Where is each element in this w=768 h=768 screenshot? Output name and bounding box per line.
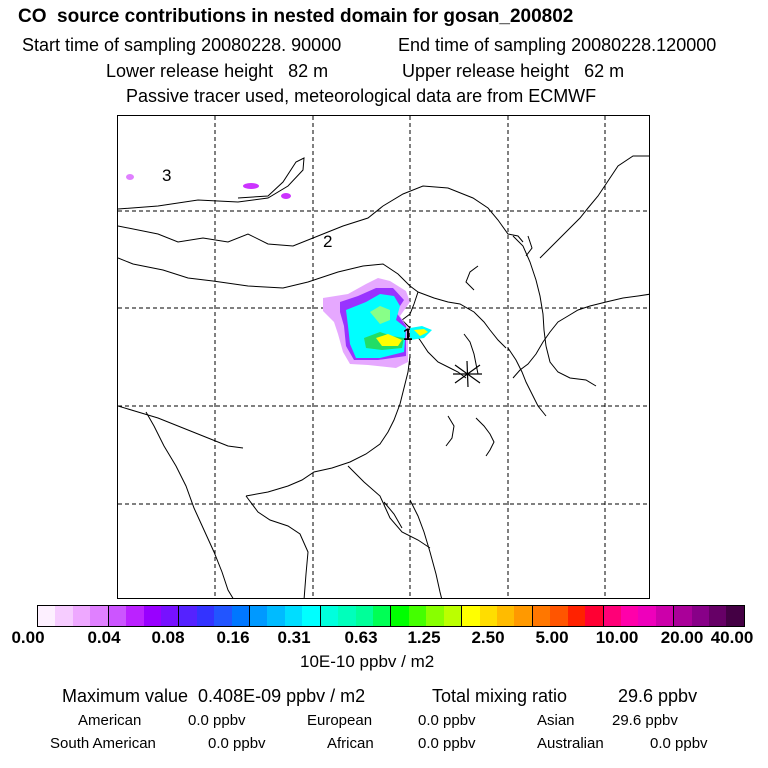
region-label-1: 1 bbox=[403, 325, 412, 344]
colorbar-tick: 40.00 bbox=[710, 628, 754, 647]
region-name-african: African bbox=[327, 735, 374, 752]
colorbar-swatch bbox=[620, 606, 639, 626]
region-value-australian: 0.0 ppbv bbox=[650, 735, 708, 752]
region-value-african: 0.0 ppbv bbox=[418, 735, 476, 752]
colorbar-swatch bbox=[709, 606, 727, 626]
colorbar-tick: 2.50 bbox=[471, 628, 505, 647]
colorbar-swatch bbox=[338, 606, 356, 626]
colorbar-swatch bbox=[443, 606, 463, 626]
colorbar-swatch bbox=[38, 606, 56, 626]
colorbar-swatch bbox=[267, 606, 285, 626]
concentration-plume bbox=[126, 174, 432, 368]
colorbar-swatch bbox=[355, 606, 374, 626]
colorbar-swatch bbox=[691, 606, 710, 626]
map-canvas: 1 2 3 bbox=[118, 116, 649, 598]
colorbar-swatch bbox=[179, 606, 197, 626]
region-value-south-american: 0.0 ppbv bbox=[208, 735, 266, 752]
end-time-label: End time of sampling 20080228.120000 bbox=[398, 35, 717, 55]
colorbar-swatch bbox=[514, 606, 533, 626]
colorbar-swatch bbox=[655, 606, 675, 626]
colorbar-swatch bbox=[426, 606, 444, 626]
region-name-asian: Asian bbox=[537, 712, 575, 729]
colorbar bbox=[37, 605, 745, 627]
region-label-2: 2 bbox=[323, 232, 332, 251]
colorbar-tick: 0.04 bbox=[87, 628, 121, 647]
colorbar-swatch bbox=[726, 606, 744, 626]
region-name-american: American bbox=[78, 712, 142, 729]
region-label-3: 3 bbox=[162, 166, 171, 185]
region-value-asian: 29.6 ppbv bbox=[612, 712, 678, 729]
colorbar-swatch bbox=[108, 606, 127, 626]
colorbar-swatch bbox=[196, 606, 215, 626]
colorbar-swatch bbox=[320, 606, 339, 626]
total-mixing-value: 29.6 ppbv bbox=[618, 686, 698, 706]
region-value-american: 0.0 ppbv bbox=[188, 712, 246, 729]
colorbar-swatch bbox=[231, 606, 251, 626]
colorbar-swatch bbox=[214, 606, 232, 626]
region-name-european: European bbox=[307, 712, 373, 729]
plot-title: CO source contributions in nested domain… bbox=[18, 6, 574, 27]
coastlines bbox=[118, 155, 649, 598]
colorbar-tick: 5.00 bbox=[535, 628, 569, 647]
colorbar-swatch bbox=[126, 606, 144, 626]
colorbar-swatch bbox=[72, 606, 91, 626]
colorbar-swatch bbox=[55, 606, 73, 626]
colorbar-swatch bbox=[638, 606, 656, 626]
region-value-european: 0.0 ppbv bbox=[418, 712, 476, 729]
colorbar-swatch bbox=[302, 606, 321, 626]
colorbar-tick: 0.16 bbox=[216, 628, 250, 647]
colorbar-swatch bbox=[250, 606, 268, 626]
colorbar-swatch bbox=[585, 606, 604, 626]
colorbar-swatch bbox=[479, 606, 497, 626]
total-mixing-label: Total mixing ratio bbox=[432, 686, 568, 706]
lower-release-label: Lower release height 82 m bbox=[106, 61, 329, 81]
start-time-label: Start time of sampling 20080228. 90000 bbox=[22, 35, 342, 55]
colorbar-swatch bbox=[284, 606, 303, 626]
colorbar-swatch bbox=[674, 606, 692, 626]
colorbar-swatch bbox=[496, 606, 515, 626]
map-panel: 1 2 3 bbox=[117, 115, 650, 599]
colorbar-swatch bbox=[550, 606, 568, 626]
region-name-australian: Australian bbox=[537, 735, 604, 752]
colorbar-tick: 1.25 bbox=[407, 628, 441, 647]
max-value-label: Maximum value 0.408E-09 ppbv / m2 bbox=[62, 686, 366, 706]
colorbar-tick: 0.08 bbox=[151, 628, 185, 647]
colorbar-tick: 0.31 bbox=[277, 628, 311, 647]
colorbar-tick: 0.63 bbox=[344, 628, 378, 647]
colorbar-swatch bbox=[462, 606, 480, 626]
region-name-south-american: South American bbox=[50, 735, 156, 752]
colorbar-swatch bbox=[532, 606, 551, 626]
colorbar-swatch bbox=[391, 606, 409, 626]
colorbar-swatch bbox=[567, 606, 586, 626]
colorbar-swatch bbox=[143, 606, 161, 626]
colorbar-swatch bbox=[408, 606, 427, 626]
tracer-label: Passive tracer used, meteorological data… bbox=[126, 86, 597, 106]
colorbar-swatch bbox=[90, 606, 109, 626]
colorbar-tick: 10.00 bbox=[595, 628, 639, 647]
colorbar-tick: 0.00 bbox=[11, 628, 45, 647]
colorbar-tick: 20.00 bbox=[660, 628, 704, 647]
upper-release-label: Upper release height 62 m bbox=[402, 61, 625, 81]
colorbar-units: 10E-10 ppbv / m2 bbox=[300, 652, 435, 671]
colorbar-swatch bbox=[603, 606, 621, 626]
colorbar-swatch bbox=[160, 606, 180, 626]
colorbar-swatch bbox=[373, 606, 392, 626]
receptor-star-icon bbox=[453, 360, 482, 388]
